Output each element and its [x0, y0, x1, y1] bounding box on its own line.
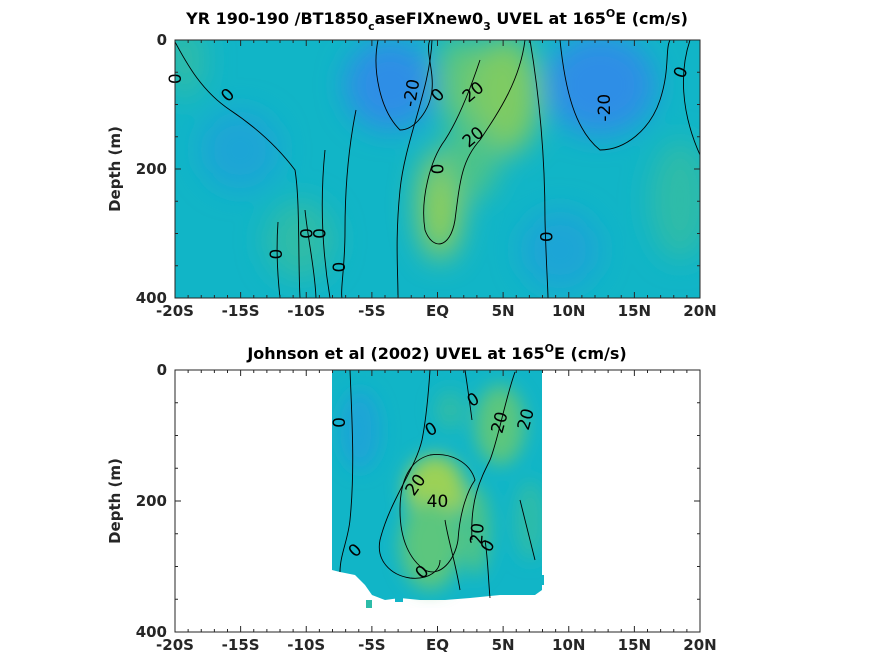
- top-contour-label: 0: [429, 164, 449, 175]
- top-contour-minus20-east: [559, 40, 671, 151]
- top-title: YR 190-190 /BT1850caseFIXnew03 UVEL at 1…: [185, 7, 688, 33]
- bottom-contour-label: 40: [427, 492, 449, 512]
- bottom-contour-zero-mid: [378, 370, 441, 579]
- top-ylabel: Depth (m): [106, 126, 124, 212]
- top-x-tick-label: -5S: [358, 302, 385, 320]
- bottom-x-tick-label: 5N: [492, 636, 515, 654]
- bottom-contour-zero-east-5: [484, 539, 491, 599]
- top-title-sub-2: 3: [483, 20, 491, 33]
- top-contour-zero-west: [175, 41, 301, 298]
- bottom-y-tick-label: 0: [157, 361, 167, 379]
- bottom-heatmap-field: [332, 370, 542, 600]
- bottom-panel: Johnson et al (2002) UVEL at 165OE (cm/s…: [106, 342, 717, 654]
- bottom-title: Johnson et al (2002) UVEL at 165OE (cm/s…: [246, 342, 626, 363]
- top-y-tick-label: 0: [157, 31, 167, 49]
- top-contour-zero-east: [529, 40, 549, 298]
- top-contour-label: 0: [166, 73, 186, 84]
- bottom-x-tick-label: -15S: [222, 636, 260, 654]
- bottom-x-tick-label: -10S: [287, 636, 325, 654]
- top-contour-label: 0: [537, 231, 557, 242]
- top-y-tick-label: 400: [136, 289, 167, 307]
- top-contour-zero-sw-3: [321, 149, 331, 298]
- bottom-contour-zero-west: [339, 370, 354, 573]
- top-x-tick-label: 15N: [618, 302, 651, 320]
- top-contour-label: 0: [330, 262, 350, 273]
- top-contour-label: 0: [297, 228, 317, 239]
- bottom-ragged-edge: [366, 575, 544, 608]
- bottom-x-tick-label: -5S: [358, 636, 385, 654]
- top-contour-zero-sw-2: [304, 209, 317, 298]
- top-x-axis: -20S -15S -10S -5S EQ 5N 10N 15N 20N: [156, 40, 717, 320]
- top-contour-label: 0: [267, 249, 287, 260]
- bottom-x-tick-label: 15N: [618, 636, 651, 654]
- top-heatmap-field: [175, 40, 700, 298]
- bottom-y-tick-label: 200: [136, 492, 167, 510]
- top-panel: YR 190-190 /BT1850caseFIXnew03 UVEL at 1…: [106, 7, 717, 320]
- top-contour-zero-sw-4: [341, 109, 357, 298]
- top-title-part-2: aseFIXnew0: [375, 9, 484, 28]
- top-contour-label: 0: [310, 228, 330, 239]
- bottom-contour-zero-east-1: [464, 370, 473, 421]
- top-y-tick-label: 200: [136, 160, 167, 178]
- bottom-title-part-2: E (cm/s): [554, 344, 627, 363]
- top-title-part-1: YR 190-190 /BT1850: [185, 9, 368, 28]
- bottom-ylabel: Depth (m): [106, 458, 124, 544]
- top-x-tick-label: 5N: [492, 302, 515, 320]
- top-y-axis: 0 200 400: [136, 31, 700, 307]
- bottom-contour-20-core: [399, 454, 476, 573]
- bottom-x-axis: -20S -15S -10S -5S EQ 5N 10N 15N 20N: [156, 370, 717, 654]
- bottom-contour-label: 20: [467, 522, 489, 545]
- bottom-contour-zero-east-3: [519, 499, 536, 561]
- top-x-tick-label: EQ: [426, 302, 449, 320]
- top-x-tick-label: -10S: [287, 302, 325, 320]
- top-x-tick-label: 20N: [683, 302, 716, 320]
- top-contour-minus20-west: [375, 40, 433, 131]
- bottom-y-tick-label: 400: [136, 623, 167, 641]
- bottom-contour-zero-east-2: [471, 371, 516, 541]
- top-contour-zero-sw-1: [276, 221, 281, 298]
- top-x-tick-label: -15S: [222, 302, 260, 320]
- bottom-contour-label: 0: [330, 417, 350, 428]
- top-title-part-4: E (cm/s): [615, 9, 688, 28]
- top-contour-label: -20: [400, 78, 425, 109]
- bottom-title-part-1: Johnson et al (2002) UVEL at 165: [246, 344, 544, 363]
- bottom-x-tick-label: EQ: [426, 636, 449, 654]
- top-contour-20-jet: [423, 40, 526, 245]
- bottom-contour-zero-east-4: [444, 519, 461, 591]
- bottom-x-tick-label: 10N: [552, 636, 585, 654]
- top-title-part-3: UVEL at 165: [491, 9, 606, 28]
- top-x-tick-label: 10N: [552, 302, 585, 320]
- top-contour-zero-far-east: [683, 40, 700, 156]
- top-contour-label: -20: [595, 94, 615, 122]
- top-x-tick-label: -20S: [156, 302, 194, 320]
- bottom-x-tick-label: -20S: [156, 636, 194, 654]
- bottom-title-sup: O: [545, 342, 554, 355]
- bottom-x-tick-label: 20N: [683, 636, 716, 654]
- top-contour-zero-central: [396, 40, 433, 298]
- top-title-sup: O: [606, 7, 615, 20]
- top-title-sub-1: c: [368, 20, 375, 33]
